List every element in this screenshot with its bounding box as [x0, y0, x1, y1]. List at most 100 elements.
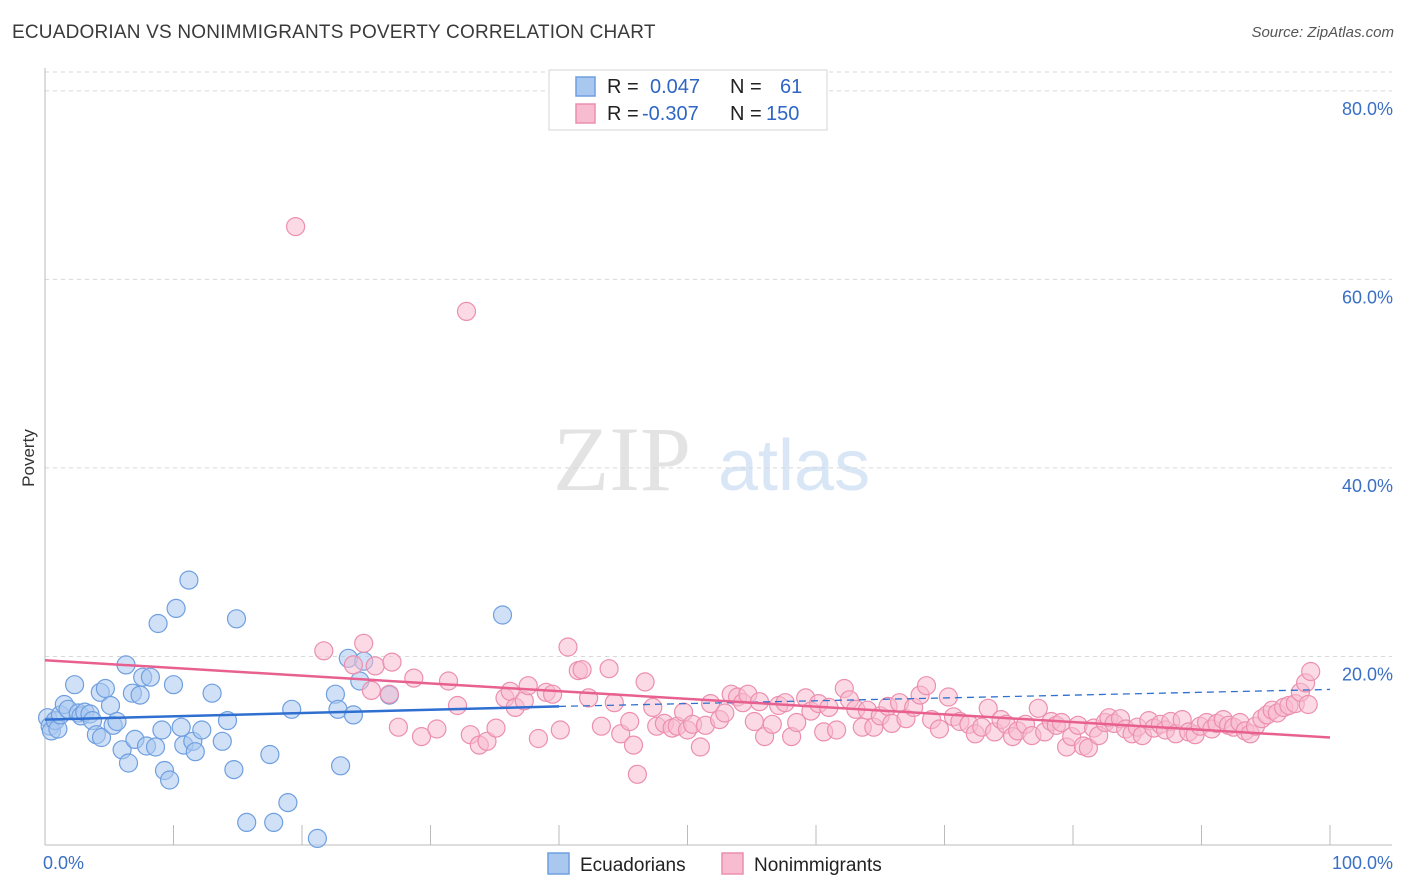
nonimmigrants-point-60: [762, 714, 782, 734]
ecuadorians-point-31: [148, 613, 168, 634]
nonimmigrants-point-87: [938, 687, 959, 707]
nonimmigrants-point-37: [623, 735, 644, 755]
nonimmigrants-point-11: [411, 726, 432, 747]
nonimmigrants-point-27: [550, 720, 570, 740]
nonimmigrants-point-8: [382, 652, 402, 672]
bottom-legend: Ecuadorians Nonimmigrants: [547, 852, 882, 876]
nonimmigrants-point-9: [388, 717, 408, 737]
nonimmigrants-point-24: [528, 728, 549, 749]
watermark-zip: ZIP: [553, 408, 691, 510]
ecuadorians-point-50: [264, 812, 284, 833]
legend: R = 0.047 N = 61 R = -0.307 N = 150: [548, 69, 828, 131]
y-axis-label: Poverty: [19, 429, 38, 487]
nonimmigrants-point-14: [447, 695, 468, 716]
nonimmigrants-point-2: [314, 641, 334, 661]
ecuadorians-point-39: [179, 570, 199, 590]
chart-title: ECUADORIAN VS NONIMMIGRANTS POVERTY CORR…: [12, 22, 656, 43]
nonimmigrants-point-28: [558, 637, 578, 657]
trend-lines: [44, 658, 1331, 739]
nonimmigrants-point-52: [715, 703, 735, 723]
ecuadorians-point-26: [130, 685, 150, 705]
nonimmigrants-point-7: [379, 684, 399, 704]
ecuadorians-point-62: [492, 605, 513, 625]
legend-n-value-2: 150: [766, 103, 799, 125]
ecuadorians-point-36: [166, 598, 186, 619]
nonimmigrants-point-10: [404, 668, 424, 688]
nonimmigrants-point-17: [477, 731, 497, 751]
ecuadorians-point-41: [185, 742, 205, 762]
nonimmigrants-point-6: [365, 656, 385, 676]
nonimmigrants-point-26: [542, 684, 563, 704]
nonimmigrants-point-30: [572, 660, 592, 680]
ecuadorians-point-29: [140, 667, 160, 687]
nonimmigrants-point-34: [604, 693, 624, 713]
source-label: Source: ZipAtlas.com: [1251, 24, 1394, 41]
nonimmigrants-point-39: [635, 672, 655, 692]
nonimmigrants-point-18: [486, 718, 506, 738]
legend-n-label-1: N =: [730, 76, 762, 98]
ecuadorians-point-18: [100, 695, 121, 716]
nonimmigrants-point-5: [361, 680, 381, 701]
nonimmigrants-point-23: [518, 676, 538, 696]
legend-n-label-2: N =: [730, 103, 762, 125]
nonimmigrants-point-108: [1068, 715, 1088, 735]
ecuadorians-point-46: [224, 759, 244, 780]
ecuadorians-point-17: [95, 678, 116, 699]
nonimmigrants-point-0: [286, 217, 306, 237]
bottom-legend-swatch-nonimmigrants: [721, 852, 744, 875]
bottom-legend-ecuadorians: Ecuadorians: [580, 855, 686, 876]
y-tick-label-1: 40.0%: [1342, 476, 1393, 496]
bottom-legend-swatch-ecuadorians: [547, 852, 570, 875]
ecuadorians-point-32: [152, 720, 172, 740]
x-tick-label-1: 100.0%: [1332, 853, 1393, 873]
legend-r-value-2: -0.307: [642, 103, 699, 125]
legend-r-label-2: R =: [607, 103, 639, 125]
ecuadorians-point-56: [331, 756, 351, 776]
ecuadorians-point-49: [260, 744, 280, 765]
bottom-legend-nonimmigrants: Nonimmigrants: [754, 855, 882, 876]
grid: [45, 71, 1392, 657]
nonimmigrants-point-12: [427, 719, 447, 739]
ecuadorians-point-51: [278, 792, 298, 813]
nonimmigrants-point-40: [643, 697, 663, 718]
nonimmigrants-point-62: [775, 693, 795, 713]
ecuadorians-point-34: [160, 770, 180, 790]
nonimmigrants-point-36: [620, 711, 640, 732]
ecuadorians-trend-line: [44, 705, 560, 721]
ecuadorians-point-47: [226, 609, 247, 629]
nonimmigrants-trend-line: [44, 658, 1331, 739]
nonimmigrants-point-48: [690, 737, 711, 757]
series-ecuadorians: [37, 570, 513, 849]
nonimmigrants-point-84: [916, 676, 937, 696]
legend-r-value-1: 0.047: [650, 76, 700, 98]
ecuadorians-point-52: [282, 699, 302, 719]
y-tick-label-0: 20.0%: [1342, 664, 1393, 684]
legend-swatch-nonimmigrants: [575, 103, 596, 124]
axes: 20.0% 40.0% 60.0% 80.0% 0.0% 100.0%: [43, 68, 1393, 873]
nonimmigrants-point-150: [1301, 661, 1321, 682]
nonimmigrants-point-64: [787, 712, 807, 733]
ecuadorians-point-48: [237, 812, 257, 833]
nonimmigrants-point-38: [627, 764, 648, 784]
ecuadorians-point-53: [307, 828, 327, 849]
nonimmigrants-point-151: [1298, 694, 1318, 715]
nonimmigrants-point-32: [591, 716, 612, 736]
ecuadorians-point-8: [64, 675, 85, 695]
ecuadorians-point-23: [118, 753, 139, 773]
ecuadorians-point-42: [192, 720, 212, 740]
nonimmigrants-point-101: [1028, 698, 1048, 718]
y-tick-label-2: 60.0%: [1342, 287, 1393, 307]
nonimmigrants-point-86: [929, 719, 950, 739]
nonimmigrants-point-4: [354, 633, 374, 653]
ecuadorians-point-35: [163, 675, 184, 695]
x-tick-label-0: 0.0%: [43, 853, 84, 873]
ecuadorians-point-43: [202, 683, 222, 703]
legend-n-value-1: 61: [780, 76, 802, 98]
ecuadorians-point-58: [343, 705, 363, 725]
nonimmigrants-point-110: [1078, 738, 1099, 758]
nonimmigrants-point-70: [826, 720, 847, 740]
ecuadorians-point-30: [145, 737, 166, 757]
nonimmigrants-point-57: [744, 711, 764, 732]
watermark-atlas: atlas: [718, 426, 870, 506]
